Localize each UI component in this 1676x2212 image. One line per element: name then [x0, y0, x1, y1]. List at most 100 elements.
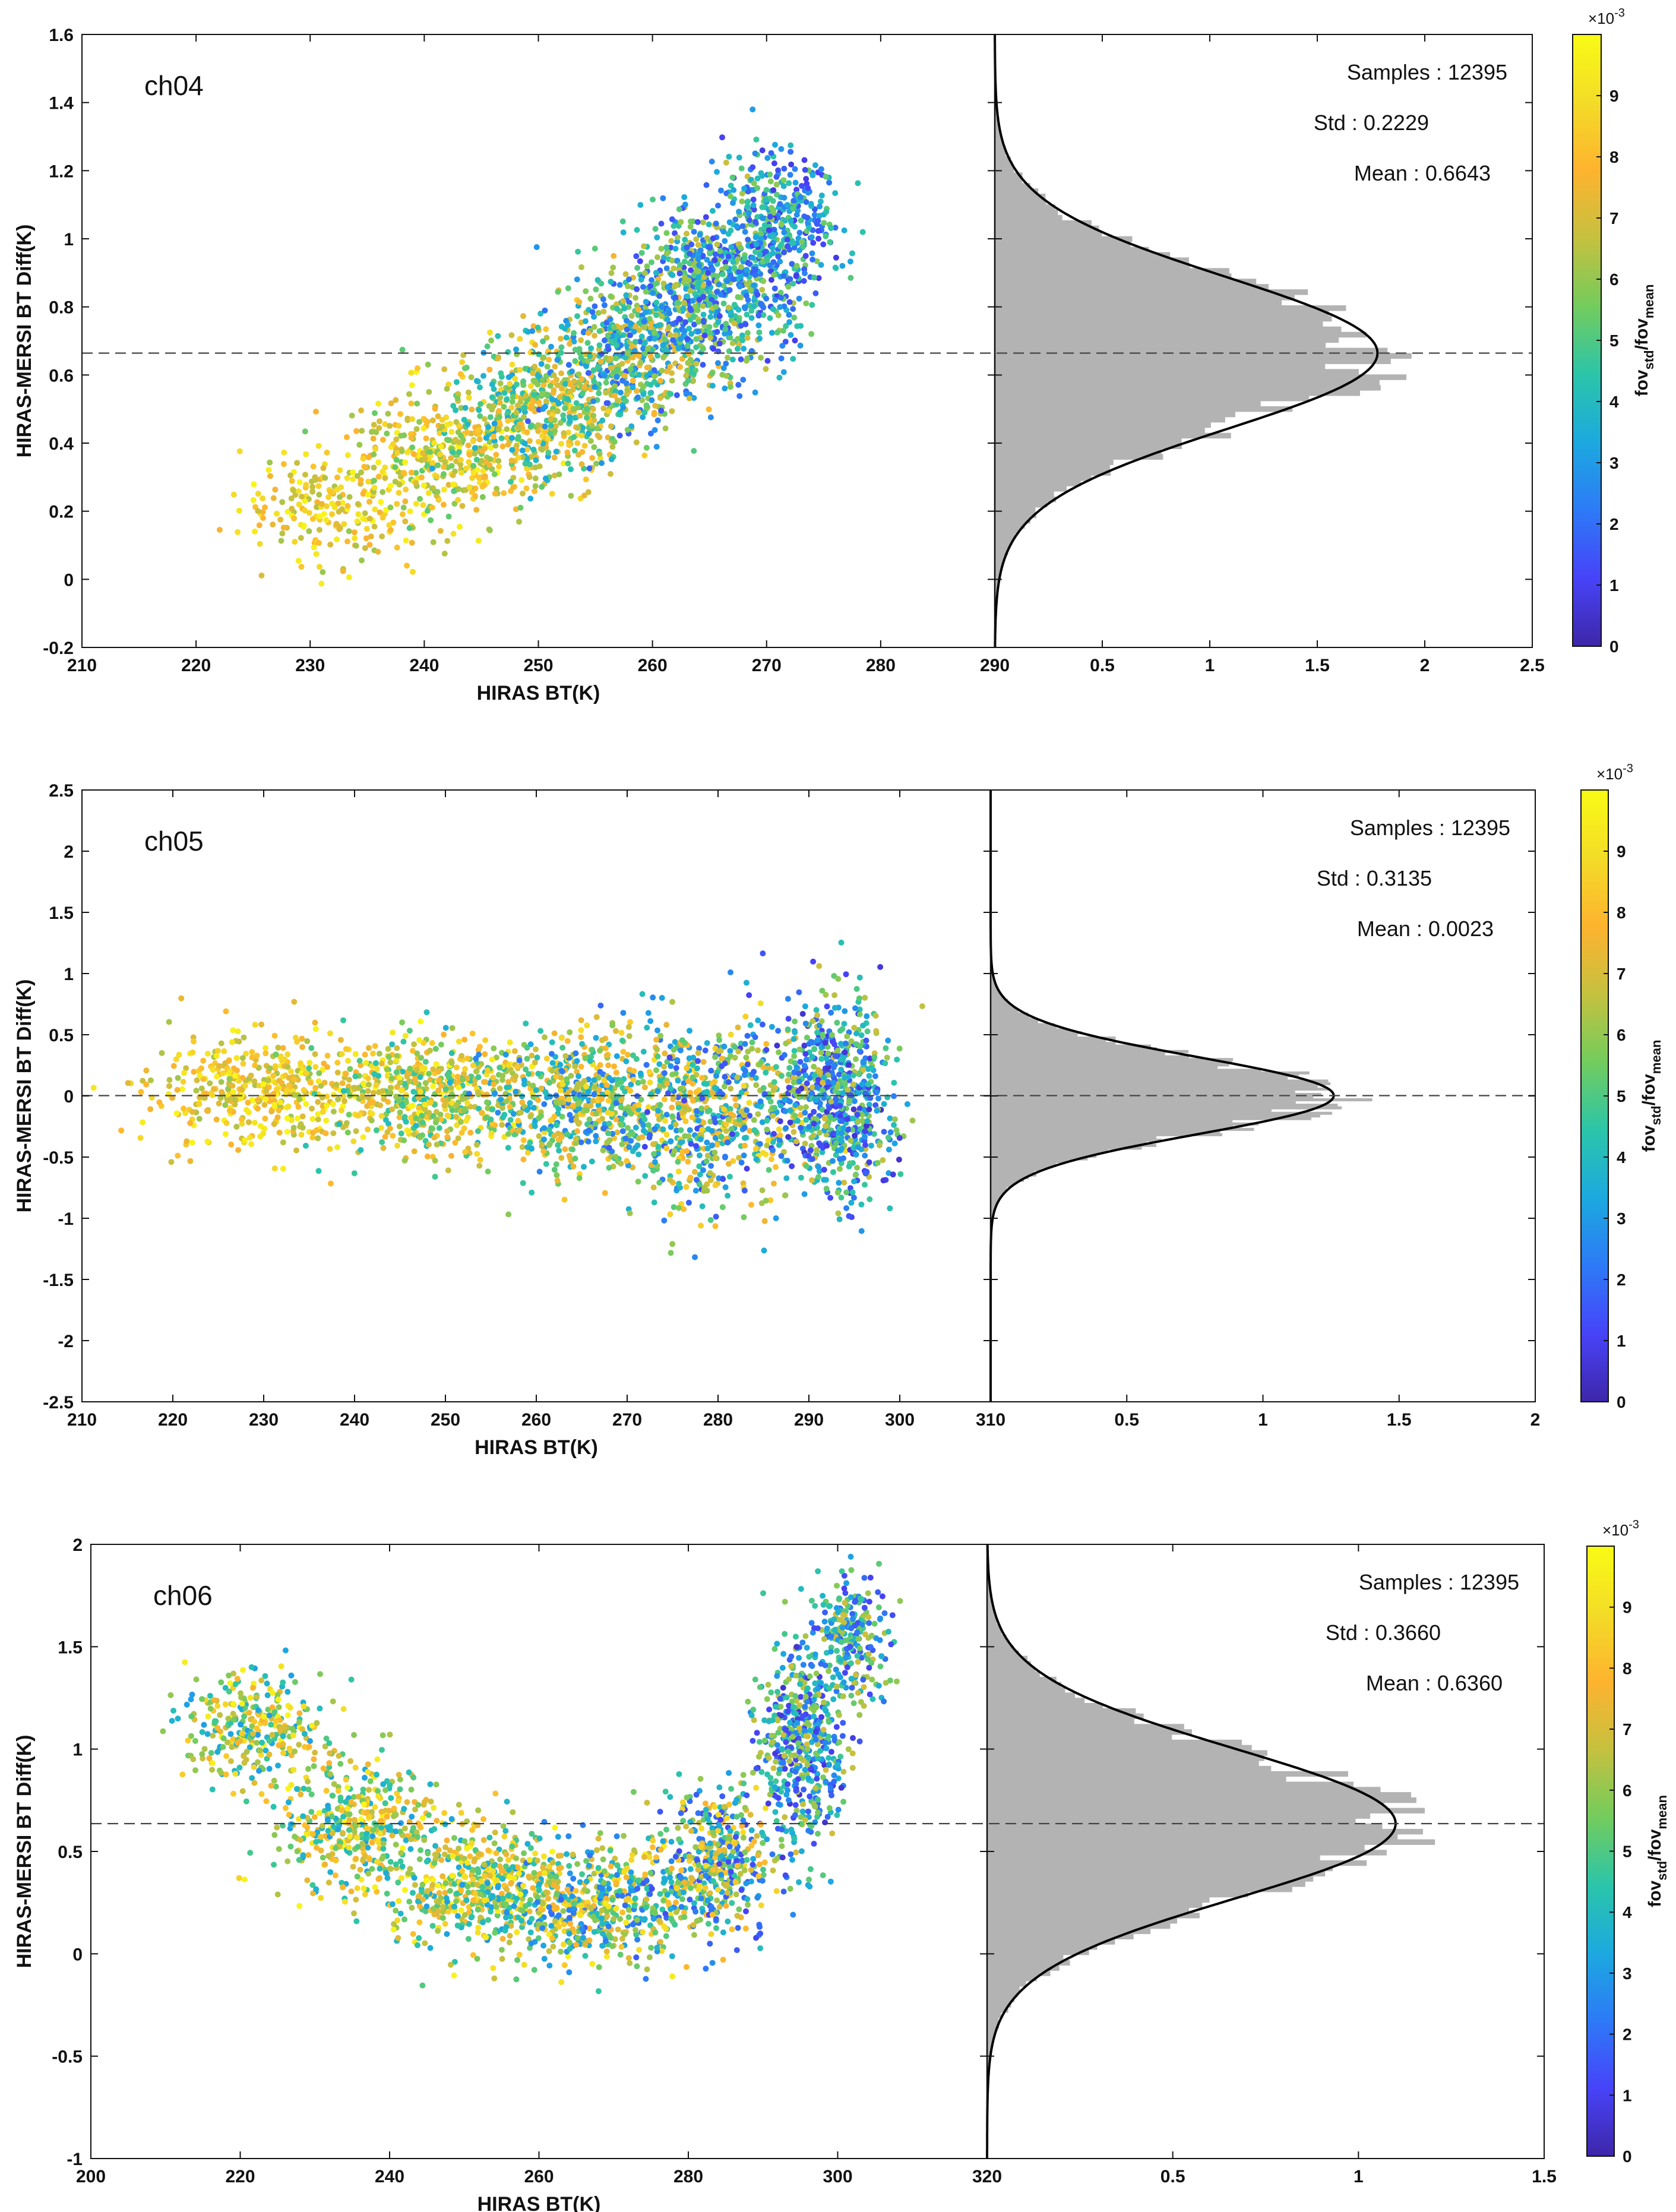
- hist-bar: [995, 225, 1099, 232]
- scatter-point: [459, 503, 466, 509]
- scatter-point: [586, 1116, 593, 1123]
- scatter-point: [521, 409, 528, 415]
- scatter-point: [365, 491, 371, 498]
- scatter-point: [582, 318, 589, 324]
- scatter-point: [535, 422, 542, 428]
- scatter-point: [238, 1095, 244, 1102]
- scatter-point: [719, 371, 726, 378]
- scatter-point: [780, 177, 787, 184]
- scatter-point: [793, 211, 800, 218]
- scatter-point: [452, 1139, 458, 1146]
- scatter-point: [244, 1107, 249, 1113]
- scatter-point: [267, 473, 273, 479]
- scatter-point: [277, 1054, 284, 1060]
- scatter-point: [317, 564, 322, 570]
- scatter-point: [654, 1046, 660, 1053]
- scatter-point: [546, 356, 552, 363]
- scatter-point: [794, 323, 801, 330]
- scatter-point: [669, 408, 675, 415]
- scatter-point: [557, 420, 564, 426]
- scatter-point: [303, 451, 309, 457]
- scatter-point: [280, 1139, 286, 1146]
- scatter-point: [387, 1090, 394, 1096]
- scatter-point: [489, 394, 495, 400]
- scatter-point: [583, 1102, 589, 1109]
- scatter-point: [599, 417, 606, 424]
- scatter-point: [650, 994, 656, 1001]
- scatter-point: [586, 430, 592, 437]
- scatter-point: [673, 1127, 679, 1134]
- scatter-point: [715, 203, 721, 209]
- scatter-point: [598, 350, 605, 357]
- scatter-point: [734, 346, 741, 352]
- scatter-point: [740, 377, 747, 383]
- hist-bar: [995, 517, 1030, 524]
- scatter-point: [702, 1047, 709, 1054]
- scatter-point: [584, 358, 591, 364]
- scatter-point: [602, 1190, 608, 1196]
- scatter-point: [728, 309, 734, 315]
- x-tick-label: 210: [67, 656, 97, 675]
- scatter-point: [675, 1077, 681, 1084]
- scatter-point: [817, 198, 824, 205]
- scatter-point: [605, 434, 611, 441]
- scatter-point: [473, 507, 480, 513]
- scatter-point: [592, 1121, 599, 1127]
- scatter-point: [375, 1073, 382, 1079]
- scatter-point: [214, 1048, 221, 1054]
- scatter-point: [653, 270, 659, 276]
- scatter-point: [466, 451, 473, 457]
- scatter-point: [750, 164, 756, 170]
- scatter-point: [673, 392, 680, 399]
- scatter-point: [605, 1089, 611, 1096]
- scatter-point: [565, 285, 571, 292]
- scatter-point: [387, 1085, 394, 1091]
- scatter-point: [362, 1051, 368, 1058]
- y-tick-label: 0: [64, 570, 74, 590]
- scatter-point: [425, 490, 432, 496]
- scatter-point: [324, 1064, 331, 1070]
- scatter-point: [428, 517, 434, 523]
- scatter-point: [792, 337, 798, 344]
- hist-bar: [995, 481, 1081, 486]
- scatter-point: [385, 1045, 391, 1052]
- scatter-point: [533, 1087, 539, 1094]
- scatter-point: [779, 343, 786, 349]
- hist-bar: [995, 523, 1025, 529]
- scatter-point: [731, 320, 738, 327]
- scatter-point: [629, 371, 635, 378]
- scatter-point: [777, 1132, 783, 1139]
- scatter-point: [461, 1125, 467, 1132]
- hist-bar: [995, 501, 1048, 508]
- scatter-point: [554, 382, 561, 388]
- scatter-point: [628, 423, 635, 429]
- scatter-point: [284, 1051, 291, 1057]
- scatter-point: [707, 245, 713, 251]
- scatter-point: [430, 1066, 437, 1073]
- scatter-point: [256, 522, 263, 529]
- scatter-point: [581, 384, 588, 391]
- scatter-point: [672, 1121, 679, 1127]
- scatter-point: [605, 332, 611, 339]
- scatter-point: [267, 1065, 273, 1072]
- scatter-point: [567, 1112, 573, 1118]
- scatter-point: [676, 206, 682, 213]
- scatter-point: [798, 183, 805, 189]
- scatter-point: [786, 1064, 793, 1071]
- scatter-point: [284, 1115, 290, 1121]
- scatter-point: [700, 346, 706, 352]
- scatter-point: [437, 430, 443, 437]
- scatter-point: [664, 317, 671, 323]
- scatter-point: [667, 331, 673, 338]
- scatter-point: [370, 435, 377, 442]
- scatter-point: [390, 1029, 396, 1036]
- scatter-point: [403, 486, 409, 493]
- scatter-point: [709, 371, 715, 377]
- scatter-point: [156, 1099, 163, 1105]
- scatter-point: [166, 1019, 172, 1025]
- scatter-point: [432, 1174, 438, 1180]
- scatter-point: [641, 340, 648, 346]
- scatter-point: [356, 1057, 363, 1064]
- scatter-point: [714, 273, 720, 280]
- scatter-point: [575, 248, 581, 255]
